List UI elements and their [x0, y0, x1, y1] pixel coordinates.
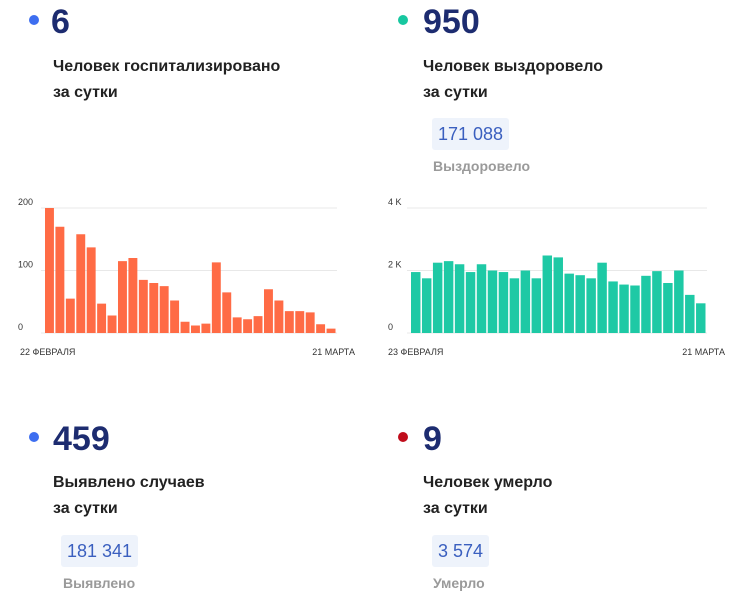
- chart-bar: [45, 208, 54, 333]
- chart-bar: [284, 311, 294, 334]
- chart-bar: [553, 257, 563, 334]
- chart-bar: [520, 270, 531, 333]
- died-total-badge: 3 574: [432, 535, 490, 567]
- chart-bar: [509, 278, 520, 333]
- chart-bar: [97, 303, 107, 334]
- detected-number: 459: [53, 420, 110, 458]
- x-start-label: 23 ФЕВРАЛЯ: [388, 347, 443, 357]
- chart-bar: [118, 261, 127, 334]
- recovered-number: 950: [423, 3, 480, 41]
- chart-bar: [652, 271, 662, 334]
- y-tick-label: 0: [388, 322, 393, 332]
- chart-bar: [65, 298, 75, 334]
- chart-bar: [159, 286, 169, 334]
- recovered-total-label: Выздоровело: [433, 158, 531, 174]
- chart-bar: [274, 300, 284, 333]
- recovered-label-line2: за сутки: [423, 84, 488, 101]
- recovered-total-badge: 171 088: [432, 118, 510, 150]
- x-start-label: 22 ФЕВРАЛЯ: [20, 347, 75, 357]
- chart-bar: [232, 317, 242, 334]
- hospitalized-number: 6: [51, 3, 70, 41]
- chart-bar: [222, 292, 232, 334]
- died-label: Человек умерло за сутки: [423, 470, 552, 522]
- chart-bar: [619, 284, 629, 333]
- chart-bar: [465, 272, 476, 333]
- hospitalized-dot-icon: [29, 15, 39, 25]
- y-tick-label: 200: [18, 197, 33, 207]
- chart-bar: [170, 300, 180, 333]
- chart-bar: [421, 278, 432, 333]
- chart-bar: [253, 316, 263, 334]
- chart-bar: [696, 303, 706, 333]
- chart-bar: [542, 255, 553, 333]
- chart-bar: [264, 289, 273, 333]
- chart-bar: [411, 272, 421, 333]
- chart-bar: [138, 279, 148, 334]
- died-label-line2: за сутки: [423, 500, 488, 517]
- chart-bar: [305, 312, 315, 334]
- recovered-label-line1: Человек выздоровело: [423, 58, 604, 75]
- chart-bar: [128, 258, 138, 333]
- chart-bar: [476, 264, 487, 333]
- chart-bar: [316, 324, 326, 333]
- detected-label: Выявлено случаев за сутки: [53, 470, 205, 522]
- chart-bar: [641, 275, 651, 333]
- x-end-label: 21 МАРТА: [682, 347, 725, 357]
- chart-bar: [149, 283, 159, 333]
- chart-bar: [663, 283, 673, 333]
- died-label-line1: Человек умерло: [423, 474, 553, 491]
- chart-bar: [630, 285, 640, 333]
- detected-label-line1: Выявлено случаев: [53, 474, 205, 491]
- chart-bar: [295, 311, 305, 334]
- detected-dot-icon: [29, 432, 39, 442]
- chart-bar: [201, 323, 211, 334]
- recovered-bar-chart: 0 2 K 4 K 23 ФЕВРАЛЯ 21 МАРТА: [388, 197, 725, 357]
- chart-bar: [575, 275, 585, 333]
- chart-bar: [674, 270, 684, 333]
- chart-bar: [86, 247, 96, 334]
- chart-bar: [55, 226, 65, 333]
- detected-label-line2: за сутки: [53, 500, 118, 517]
- x-end-label: 21 МАРТА: [312, 347, 355, 357]
- y-tick-label: 0: [18, 322, 23, 332]
- chart-bar: [608, 281, 618, 333]
- recovered-label: Человек выздоровело за сутки: [423, 54, 603, 106]
- chart-bar: [498, 272, 509, 333]
- chart-bar: [443, 261, 454, 334]
- chart-bar: [432, 262, 443, 333]
- recovered-dot-icon: [398, 15, 408, 25]
- detected-total-label: Выявлено: [63, 575, 136, 591]
- chart-bar: [597, 262, 607, 333]
- chart-bar: [685, 294, 695, 334]
- chart-bar: [180, 321, 190, 333]
- hospitalized-label-line1: Человек госпитализировано: [53, 58, 281, 75]
- chart-bar: [487, 270, 498, 333]
- chart-bar: [107, 315, 117, 333]
- y-tick-label: 100: [18, 260, 33, 270]
- chart-bar: [454, 264, 465, 333]
- y-tick-label: 4 K: [388, 197, 402, 207]
- chart-bar: [564, 273, 574, 334]
- chart-bar: [191, 325, 200, 333]
- died-total-label: Умерло: [433, 575, 485, 591]
- died-number: 9: [423, 420, 442, 458]
- chart-bar: [531, 278, 542, 333]
- y-tick-label: 2 K: [388, 260, 402, 270]
- hospitalized-bar-chart: 0 100 200 22 ФЕВРАЛЯ 21 МАРТА: [18, 197, 355, 357]
- chart-bar: [586, 278, 596, 333]
- chart-bar: [211, 262, 221, 334]
- chart-bar: [326, 328, 336, 334]
- hospitalized-label-line2: за сутки: [53, 84, 118, 101]
- died-dot-icon: [398, 432, 408, 442]
- chart-bar: [243, 319, 253, 333]
- chart-bar: [76, 234, 86, 333]
- detected-total-badge: 181 341: [61, 535, 139, 567]
- hospitalized-label: Человек госпитализировано за сутки: [53, 54, 280, 106]
